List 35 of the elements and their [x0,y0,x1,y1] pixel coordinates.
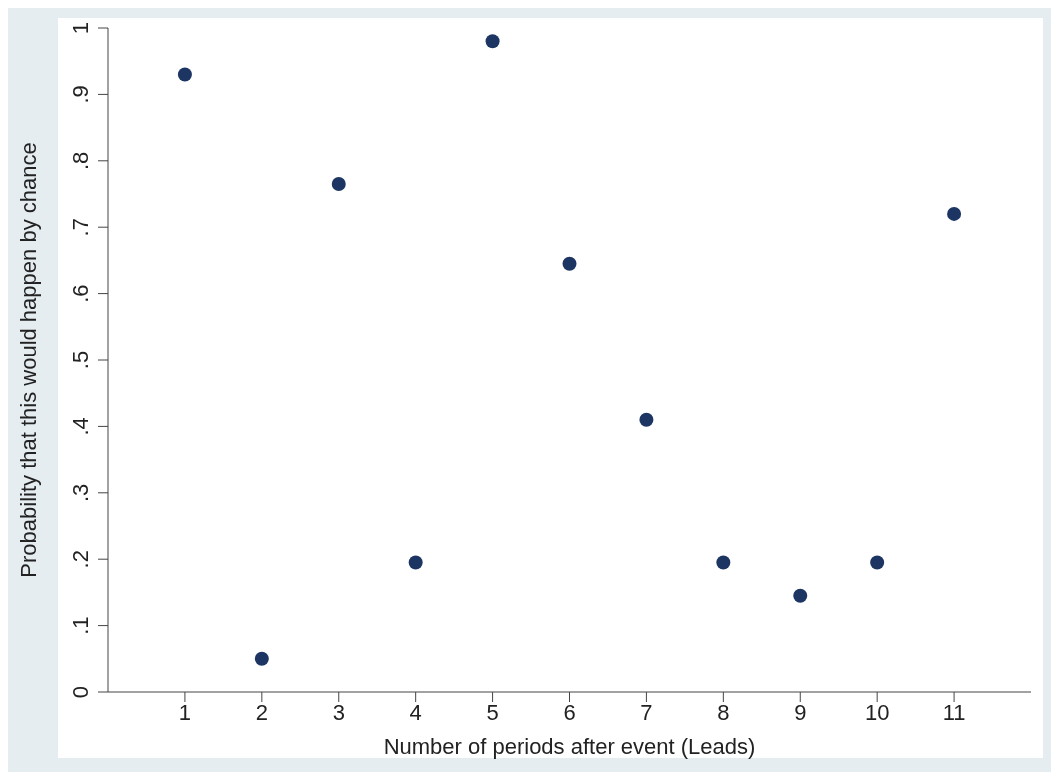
point [254,651,269,666]
y-tick-label: 1 [68,21,93,35]
point [562,256,577,271]
y-tick-label: 0 [68,685,93,699]
point [485,34,500,49]
x-tick-label: 1 [178,699,192,725]
y-tick-label: .7 [68,218,93,237]
point [639,412,654,427]
y-tick-label: .4 [68,417,93,436]
y-axis-title: Probability that this would happen by chance [15,142,41,578]
y-tick-label: .8 [68,151,93,170]
point [793,588,808,603]
point [947,206,962,221]
x-tick-label: 8 [717,699,730,725]
x-tick-label: 2 [255,699,268,725]
x-tick-label: 7 [640,699,653,725]
x-tick-label: 10 [864,699,890,725]
x-tick-label: 3 [332,699,345,725]
x-tick-label: 5 [486,699,499,725]
point [716,555,731,570]
point [870,555,885,570]
point [177,67,192,82]
x-tick-label: 9 [794,699,807,725]
y-tick-label: .1 [68,616,93,635]
x-axis-title: Number of periods after event (Leads) [383,734,756,759]
x-tick-label: 4 [409,699,422,725]
y-tick-label: .9 [68,85,93,104]
x-tick-label: 11 [942,699,966,725]
x-tick-label: 6 [563,699,576,725]
y-tick-label: .3 [68,483,93,502]
point [331,177,346,192]
y-tick-label: .5 [68,350,93,370]
point [408,555,423,570]
y-tick-label: .2 [68,550,93,569]
y-tick-label: .6 [68,284,93,303]
